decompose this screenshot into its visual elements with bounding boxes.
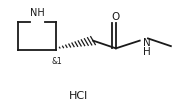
- Text: HCl: HCl: [69, 90, 88, 100]
- Text: O: O: [112, 12, 120, 22]
- Text: NH: NH: [30, 8, 44, 18]
- Text: H: H: [143, 46, 151, 56]
- Text: N: N: [143, 38, 151, 48]
- Text: &1: &1: [52, 57, 62, 66]
